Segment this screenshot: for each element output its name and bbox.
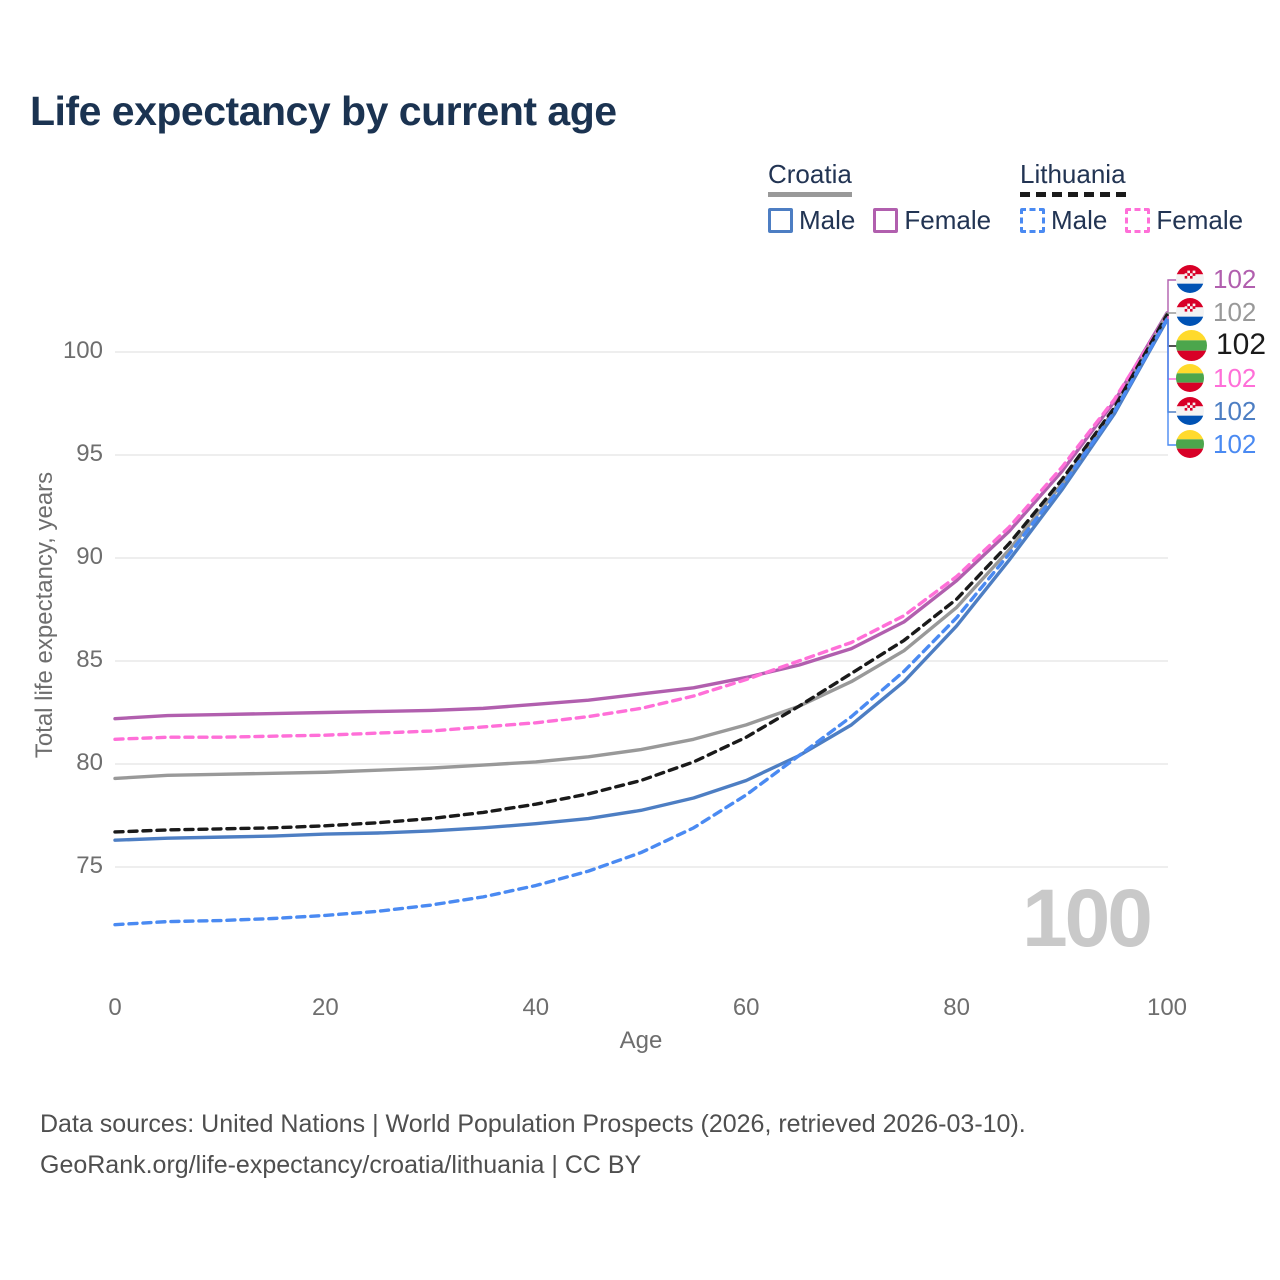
x-tick-label: 40 — [522, 994, 550, 1021]
series-line-lithuania-total — [113, 313, 1169, 834]
lithuania-flag-icon — [1176, 329, 1207, 361]
lithuania-female-swatch-icon — [1125, 207, 1151, 233]
lithuania-flag-icon — [1176, 430, 1204, 458]
series-line-croatia-total — [113, 312, 1169, 781]
x-tick-label: 60 — [732, 994, 760, 1021]
y-tick-label: 80 — [76, 749, 103, 776]
legend-entry-croatia-male[interactable]: Male — [768, 205, 855, 236]
leader-line — [1167, 312, 1177, 314]
x-tick-label: 80 — [943, 994, 970, 1021]
legend-label: Male — [1051, 204, 1108, 235]
end-value: 102 — [1213, 264, 1257, 294]
end-label-croatia-total: 102 — [1176, 298, 1256, 326]
end-label-croatia-male: 102 — [1176, 397, 1256, 425]
legend-entry-lithuania-total[interactable]: Lithuania — [1020, 160, 1126, 197]
end-value: 102 — [1213, 429, 1257, 459]
croatia-male-swatch-icon — [768, 207, 793, 233]
legend-label: Female — [1156, 204, 1244, 235]
legend-entry-lithuania-female[interactable]: Female — [1125, 205, 1243, 236]
end-label-lithuania-total: 102 — [1176, 328, 1267, 361]
end-value: 102 — [1213, 297, 1257, 327]
legend-entry-croatia-female[interactable]: Female — [873, 205, 991, 236]
end-label-lithuania-male: 102 — [1176, 430, 1256, 458]
croatia-flag-icon — [1176, 298, 1204, 326]
lithuania-male-swatch-icon — [1020, 207, 1045, 233]
legend-group-lithuania: Lithuania Male Female — [1020, 160, 1243, 236]
end-value: 102 — [1213, 396, 1257, 426]
age-watermark: 100 — [1022, 873, 1153, 964]
legend-group-croatia: Croatia Male Female — [768, 160, 991, 236]
leader-line — [1167, 279, 1177, 313]
data-sources-line: Data sources: United Nations | World Pop… — [40, 1110, 1026, 1138]
legend-label: Female — [904, 204, 992, 235]
x-tick-label: 0 — [108, 994, 122, 1021]
series-line-croatia-female — [113, 311, 1169, 721]
y-tick-label: 100 — [62, 337, 103, 364]
end-value: 102 — [1216, 328, 1267, 361]
y-tick-label: 90 — [76, 543, 103, 570]
legend-label: Male — [799, 204, 856, 235]
end-label-lithuania-female: 102 — [1176, 364, 1256, 392]
y-tick-label: 75 — [76, 852, 103, 879]
leader-line — [1167, 319, 1177, 446]
attribution-line: GeoRank.org/life-expectancy/croatia/lith… — [40, 1151, 642, 1179]
end-value: 102 — [1213, 363, 1257, 393]
croatia-female-swatch-icon — [873, 207, 899, 233]
x-tick-label: 20 — [312, 994, 339, 1021]
legend-entry-lithuania-male[interactable]: Male — [1020, 205, 1107, 236]
y-tick-label: 95 — [76, 440, 103, 467]
legend-entry-croatia-total[interactable]: Croatia — [768, 160, 852, 197]
y-axis-title: Total life expectancy, years — [31, 471, 58, 759]
croatia-flag-icon — [1176, 397, 1204, 425]
chart-footer: Data sources: United Nations | World Pop… — [40, 1104, 1026, 1186]
end-label-croatia-female: 102 — [1176, 265, 1256, 293]
series-line-lithuania-male — [113, 317, 1169, 927]
x-tick-label: 100 — [1146, 994, 1188, 1021]
x-axis-title: Age — [619, 1027, 663, 1054]
lithuania-flag-icon — [1176, 364, 1204, 392]
page-title: Life expectancy by current age — [30, 88, 617, 134]
series-line-lithuania-female — [113, 314, 1169, 741]
croatia-flag-icon — [1176, 265, 1204, 293]
y-tick-label: 85 — [76, 646, 103, 673]
series-line-croatia-male — [113, 318, 1169, 842]
